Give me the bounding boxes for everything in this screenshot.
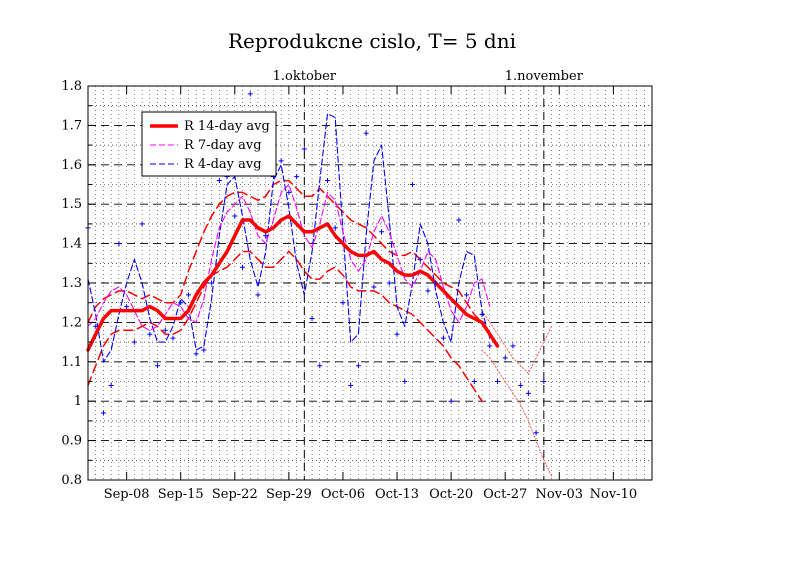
scatter-point	[340, 300, 346, 306]
scatter-point	[456, 217, 462, 223]
scatter-point	[155, 363, 161, 369]
y-tick-label: 0.9	[61, 434, 82, 449]
scatter-point	[487, 343, 493, 349]
x-tick-label: Sep-15	[158, 487, 204, 502]
month-marker-label: 1.oktober	[273, 69, 337, 84]
scatter-point	[394, 331, 400, 337]
scatter-point	[525, 390, 531, 396]
scatter-point	[247, 91, 253, 97]
x-tick-label: Nov-03	[536, 487, 583, 502]
y-tick-label: 1.8	[61, 79, 82, 94]
x-tick-label: Sep-22	[212, 487, 258, 502]
scatter-point	[294, 174, 300, 180]
scatter-point	[433, 280, 439, 286]
scatter-point	[440, 335, 446, 341]
legend-box	[141, 111, 277, 177]
scatter-point	[263, 233, 269, 239]
scatter-point	[471, 379, 477, 384]
scatter-point	[139, 221, 145, 227]
scatter-point	[332, 225, 338, 231]
scatter-point	[379, 229, 385, 235]
scatter-point	[425, 288, 431, 294]
month-marker-label: 1.november	[505, 69, 584, 84]
series-line-r-4-day-avg	[87, 113, 491, 363]
scatter-point	[386, 280, 392, 286]
scatter-point	[278, 158, 284, 164]
scatter-point	[185, 292, 191, 298]
scatter-point	[448, 398, 454, 404]
x-tick-label: Oct-13	[375, 487, 419, 502]
legend-label: R 7-day avg	[184, 138, 262, 153]
band-line	[481, 310, 553, 375]
scatter-point	[518, 382, 524, 388]
x-tick-label: Nov-10	[590, 487, 637, 502]
scatter-point	[116, 241, 122, 247]
scatter-point	[494, 379, 500, 384]
band-line	[87, 250, 483, 402]
scatter-point	[100, 410, 106, 416]
scatter-point	[479, 312, 485, 318]
scatter-point	[240, 264, 246, 270]
axes: 0.8 0.9 1 1.1 1.2 1.3 1.4 1.5 1.6 1.7 1.8 Sep-08 Sep…	[61, 69, 653, 502]
scatter-point	[409, 182, 415, 187]
scatter-point	[131, 339, 137, 345]
y-tick-label: 1.6	[61, 158, 82, 173]
scatter-point	[170, 335, 176, 341]
legend-label: R 14-day avg	[184, 119, 270, 134]
scatter-point	[355, 363, 361, 369]
y-tick-label: 1	[74, 394, 82, 409]
scatter-point	[402, 379, 408, 384]
y-tick-label: 1.3	[61, 276, 82, 291]
y-tick-label: 1.5	[61, 197, 82, 212]
x-tick-label: Oct-27	[483, 487, 527, 502]
scatter-point	[541, 379, 547, 384]
y-tick-label: 0.8	[61, 473, 82, 488]
scatter-point	[510, 343, 516, 349]
scatter-point	[108, 382, 114, 388]
scatter-point	[363, 130, 369, 136]
scatter-point	[147, 331, 153, 337]
scatter-point	[193, 351, 199, 357]
x-tick-label: Oct-20	[429, 487, 473, 502]
x-tick-label: Oct-06	[321, 487, 365, 502]
series-lines	[86, 113, 500, 363]
scatter-point	[348, 382, 354, 388]
legend-label: R 4-day avg	[184, 157, 262, 172]
scatter-point	[209, 280, 215, 286]
scatter-point	[417, 256, 423, 262]
scatter-points	[85, 91, 547, 436]
x-tick-label: Sep-08	[104, 487, 150, 502]
y-tick-label: 1.1	[61, 355, 82, 370]
y-tick-label: 1.7	[61, 118, 82, 133]
scatter-point	[464, 292, 470, 298]
legend: R 14-day avg R 7-day avg R 4-day avg	[141, 111, 277, 177]
scatter-point	[216, 178, 222, 184]
plot-frame	[87, 85, 653, 481]
scatter-point	[178, 300, 184, 306]
band-line	[481, 349, 553, 477]
series-line-r-14-day-avg	[86, 214, 500, 352]
scatter-point	[317, 363, 323, 369]
scatter-point	[533, 430, 539, 436]
y-tick-label: 1.4	[61, 237, 82, 252]
scatter-point	[286, 189, 292, 195]
scatter-point	[201, 347, 207, 353]
scatter-point	[232, 213, 238, 219]
scatter-point	[301, 146, 307, 152]
scatter-point	[325, 178, 331, 184]
scatter-point	[255, 292, 261, 298]
scatter-point	[162, 327, 168, 333]
series-line-r-7-day-avg	[87, 183, 491, 331]
scatter-point	[309, 315, 315, 321]
scatter-point	[502, 355, 508, 361]
scatter-point	[371, 284, 377, 290]
scatter-point	[124, 304, 130, 310]
x-tick-label: Sep-29	[266, 487, 312, 502]
scatter-point	[93, 323, 99, 329]
chart-title: Reprodukcne cislo, T= 5 dni	[228, 29, 516, 53]
y-tick-label: 1.2	[61, 315, 82, 330]
